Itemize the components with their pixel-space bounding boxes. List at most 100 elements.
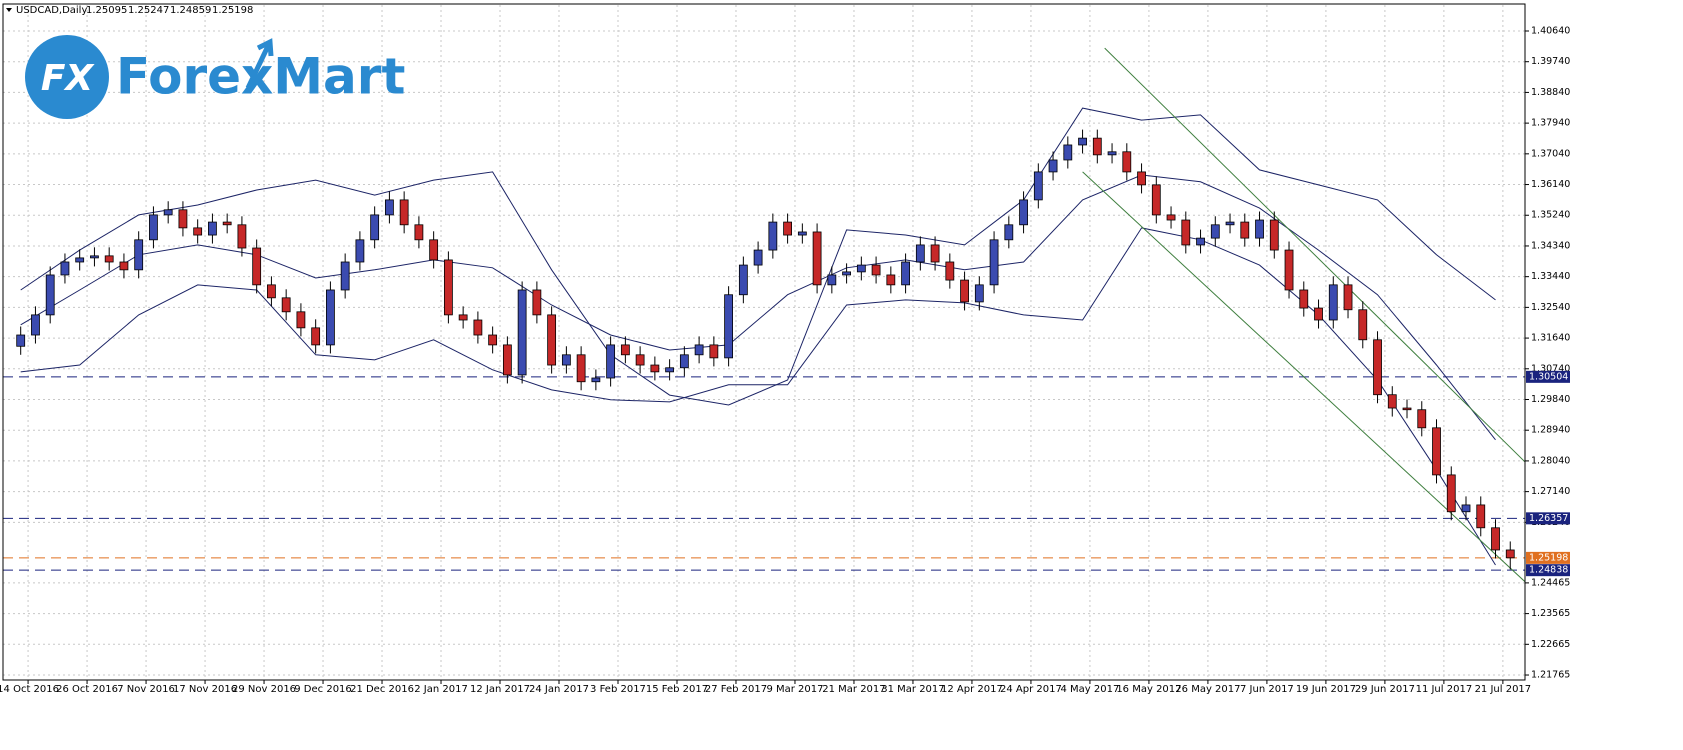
candle-body <box>119 261 129 271</box>
bollinger-band <box>20 174 1496 441</box>
candle-body <box>812 231 822 286</box>
header-arrow <box>6 8 12 12</box>
candle-body <box>1092 137 1102 156</box>
logo-circle <box>25 35 109 119</box>
candle-body <box>1269 219 1279 251</box>
candle-body <box>856 264 866 273</box>
plot-area <box>3 5 1526 680</box>
candle-body <box>1314 307 1323 321</box>
y-tick-label: 1.24465 <box>1531 577 1570 588</box>
candle-body <box>1210 224 1220 239</box>
candle-body <box>1225 221 1235 226</box>
candle-body <box>1004 224 1014 241</box>
candle-body <box>75 257 85 263</box>
candle-body <box>871 264 881 276</box>
x-tick-label: 31 Mar 2017 <box>881 684 944 695</box>
candle-body <box>443 259 453 316</box>
candle-body <box>930 244 940 263</box>
candle-body <box>134 239 144 271</box>
candle-body <box>1240 221 1250 239</box>
x-tick-label: 7 Nov 2016 <box>117 684 175 695</box>
candle-body <box>783 221 792 236</box>
level-box <box>1526 512 1570 525</box>
candle-body <box>193 227 203 236</box>
y-tick-label: 1.27140 <box>1531 486 1570 497</box>
candle-body <box>1328 284 1338 321</box>
y-tick-label: 1.28040 <box>1531 455 1570 466</box>
candle-body <box>31 314 40 336</box>
x-tick-label: 11 Jul 2017 <box>1416 684 1473 695</box>
x-tick-label: 2 Jan 2017 <box>414 684 468 695</box>
y-tick-label: 1.32540 <box>1531 302 1570 313</box>
candle-body <box>1461 504 1471 513</box>
candle-body <box>1284 249 1294 291</box>
x-tick-label: 21 Jul 2017 <box>1475 684 1532 695</box>
candle-body <box>561 354 571 366</box>
y-tick-label: 1.38840 <box>1531 87 1570 98</box>
x-tick-label: 26 May 2017 <box>1175 684 1240 695</box>
candle-body <box>768 221 778 251</box>
candle-body <box>1343 284 1353 311</box>
trend-line <box>1104 47 1526 463</box>
candle-body <box>340 261 350 291</box>
candle-body <box>237 224 247 249</box>
candle-body <box>945 261 955 281</box>
x-tick-label: 4 May 2017 <box>1061 684 1120 695</box>
candle-body <box>1299 289 1309 309</box>
level-label: 1.25198 <box>1529 552 1568 563</box>
x-tick-label: 19 Jun 2017 <box>1296 684 1356 695</box>
y-tick-label: 1.21765 <box>1531 670 1570 681</box>
bollinger-band <box>20 107 1496 406</box>
logo: FX ForexMart <box>25 35 405 119</box>
candle-body <box>429 239 439 261</box>
candle-body <box>488 334 498 346</box>
candle-body <box>104 255 114 263</box>
candle-body <box>591 377 601 383</box>
y-tick-label: 1.36140 <box>1531 179 1570 190</box>
x-tick-label: 15 Feb 2017 <box>646 684 708 695</box>
candle-body <box>886 274 896 286</box>
candle-body <box>842 271 851 276</box>
candle-body <box>738 264 748 296</box>
header-low: 1.24859 <box>170 5 211 16</box>
level-label: 1.30504 <box>1529 371 1568 382</box>
candle-body <box>665 367 675 373</box>
y-tick-label: 1.40640 <box>1531 25 1570 36</box>
y-tick-label: 1.22665 <box>1531 639 1570 650</box>
candle-body <box>1491 527 1500 551</box>
y-tick-label: 1.23565 <box>1531 608 1570 619</box>
plot-frame <box>2 3 1526 681</box>
x-tick-label: 16 May 2017 <box>1116 684 1181 695</box>
candle-body <box>694 344 704 356</box>
header: USDCAD,Daily 1.25095 1.25247 1.24859 1.2… <box>6 5 253 16</box>
candle-body <box>60 261 70 276</box>
candle-body <box>399 199 409 226</box>
header-high: 1.25247 <box>128 5 169 16</box>
level-box <box>1526 370 1570 383</box>
candle-body <box>90 255 99 259</box>
candle-body <box>532 289 542 316</box>
header-open: 1.25095 <box>86 5 127 16</box>
candle-body <box>1432 427 1441 476</box>
x-tick-label: 21 Dec 2016 <box>350 684 414 695</box>
candle-body <box>827 274 837 286</box>
candle-body <box>517 289 527 376</box>
candle-body <box>1373 339 1382 396</box>
y-tick-label: 1.29840 <box>1531 394 1570 405</box>
candle-body <box>960 279 969 303</box>
candle-body <box>1446 474 1456 513</box>
candle-body <box>267 284 276 299</box>
y-tick-label: 1.39740 <box>1531 56 1570 67</box>
candle-body <box>1033 171 1043 201</box>
logo-mark: FX <box>41 58 96 99</box>
candle-body <box>311 327 321 346</box>
x-tick-label: 12 Apr 2017 <box>941 684 1003 695</box>
candle-body <box>1181 219 1191 246</box>
candle-body <box>576 354 586 383</box>
candle-body <box>1166 214 1176 221</box>
y-tick-label: 1.35240 <box>1531 210 1570 221</box>
candle-body <box>178 209 188 229</box>
x-tick-label: 24 Jan 2017 <box>529 684 589 695</box>
